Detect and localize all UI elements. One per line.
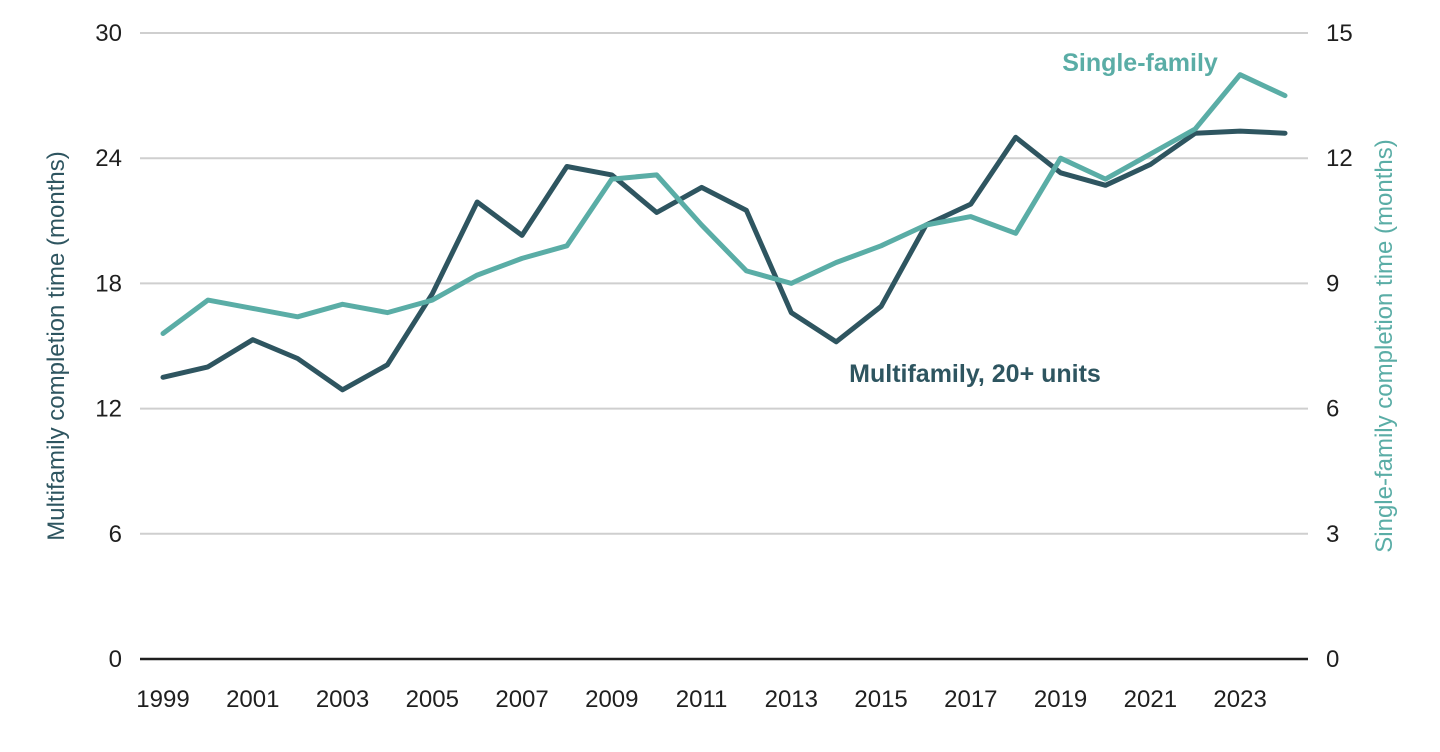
labels: Multifamily completion time (months) Sin…	[43, 49, 1398, 553]
x-tick-label: 2013	[765, 686, 818, 713]
x-tick-label: 2021	[1124, 686, 1177, 713]
y-right-tick-label: 0	[1326, 646, 1339, 673]
axes: 0 0 6 3 12 6 18 9 24 12 30 15 1999 2001 2003 2005 2007 20…	[95, 20, 1352, 713]
x-tick-label: 2011	[676, 686, 728, 713]
y-right-tick-label: 9	[1326, 270, 1339, 297]
x-tick-label: 2005	[406, 686, 459, 713]
y-left-tick-label: 12	[95, 396, 122, 423]
y-left-tick-label: 30	[95, 20, 122, 47]
series-lines	[160, 72, 1288, 393]
x-tick-label: 2023	[1213, 686, 1266, 713]
series-label-single-family: Single-family	[1062, 49, 1218, 77]
x-tick-label: 2017	[944, 686, 997, 713]
y-left-tick-label: 24	[95, 145, 122, 172]
y-axis-right-title: Single-family completion time (months)	[1371, 139, 1398, 552]
series-line-single-family	[160, 72, 1288, 336]
x-tick-label: 2007	[495, 686, 548, 713]
y-axis-left-title: Multifamily completion time (months)	[43, 151, 70, 540]
x-tick-label: 2009	[585, 686, 638, 713]
x-tick-label: 2015	[854, 686, 907, 713]
y-left-tick-label: 0	[109, 646, 122, 673]
x-tick-label: 2019	[1034, 686, 1087, 713]
y-right-tick-label: 3	[1326, 521, 1339, 548]
x-tick-label: 2001	[226, 686, 279, 713]
y-left-tick-label: 6	[109, 521, 122, 548]
x-tick-label: 1999	[136, 686, 189, 713]
y-right-tick-label: 12	[1326, 145, 1353, 172]
y-left-tick-label: 18	[95, 270, 122, 297]
y-right-tick-label: 6	[1326, 396, 1339, 423]
y-right-tick-label: 15	[1326, 20, 1353, 47]
series-label-multifamily: Multifamily, 20+ units	[849, 360, 1101, 388]
x-tick-label: 2003	[316, 686, 369, 713]
series-line-multifamily	[160, 128, 1288, 393]
gridlines	[140, 32, 1308, 535]
